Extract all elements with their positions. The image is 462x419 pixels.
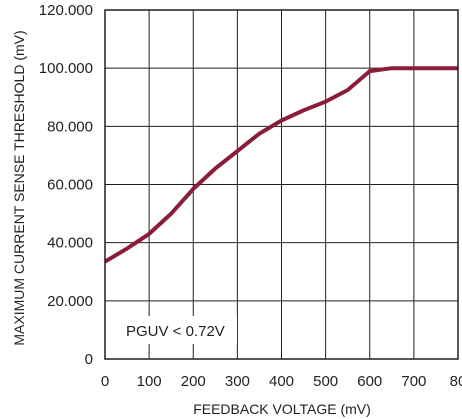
y-tick-label-5: 100.000 — [39, 60, 93, 77]
x-tick-label-8: 80 — [450, 373, 462, 390]
x-tick-label-4: 400 — [269, 373, 294, 390]
annotation-background — [120, 316, 237, 344]
x-tick-label-1: 100 — [137, 373, 162, 390]
y-tick-label-2: 40.000 — [47, 235, 93, 252]
x-tick-labels: 0 100 200 300 400 500 600 700 80 — [101, 373, 462, 390]
y-tick-label-3: 60.000 — [47, 177, 93, 194]
grid — [105, 10, 458, 359]
series-line-0 — [103, 66, 458, 264]
y-axis-title: MAXIMUM CURRENT SENSE THRESHOLD (mV) — [11, 30, 27, 345]
y-tick-labels: 0 20.000 40.000 60.000 80.000 100.000 120.000 — [39, 2, 93, 368]
annotation-label: PGUV < 0.72V — [126, 323, 225, 340]
plot-frame — [104, 9, 459, 360]
x-tick-label-0: 0 — [101, 373, 109, 390]
x-tick-label-6: 600 — [357, 373, 382, 390]
series-layer — [103, 66, 458, 264]
x-axis-title: FEEDBACK VOLTAGE (mV) — [193, 401, 371, 417]
y-tick-label-1: 20.000 — [47, 293, 93, 310]
x-tick-label-2: 200 — [181, 373, 206, 390]
x-tick-label-3: 300 — [225, 373, 250, 390]
x-tick-label-5: 500 — [313, 373, 338, 390]
y-tick-label-6: 120.000 — [39, 2, 93, 19]
y-tick-label-0: 0 — [85, 351, 93, 368]
x-tick-label-7: 700 — [401, 373, 426, 390]
y-tick-label-4: 80.000 — [47, 118, 93, 135]
